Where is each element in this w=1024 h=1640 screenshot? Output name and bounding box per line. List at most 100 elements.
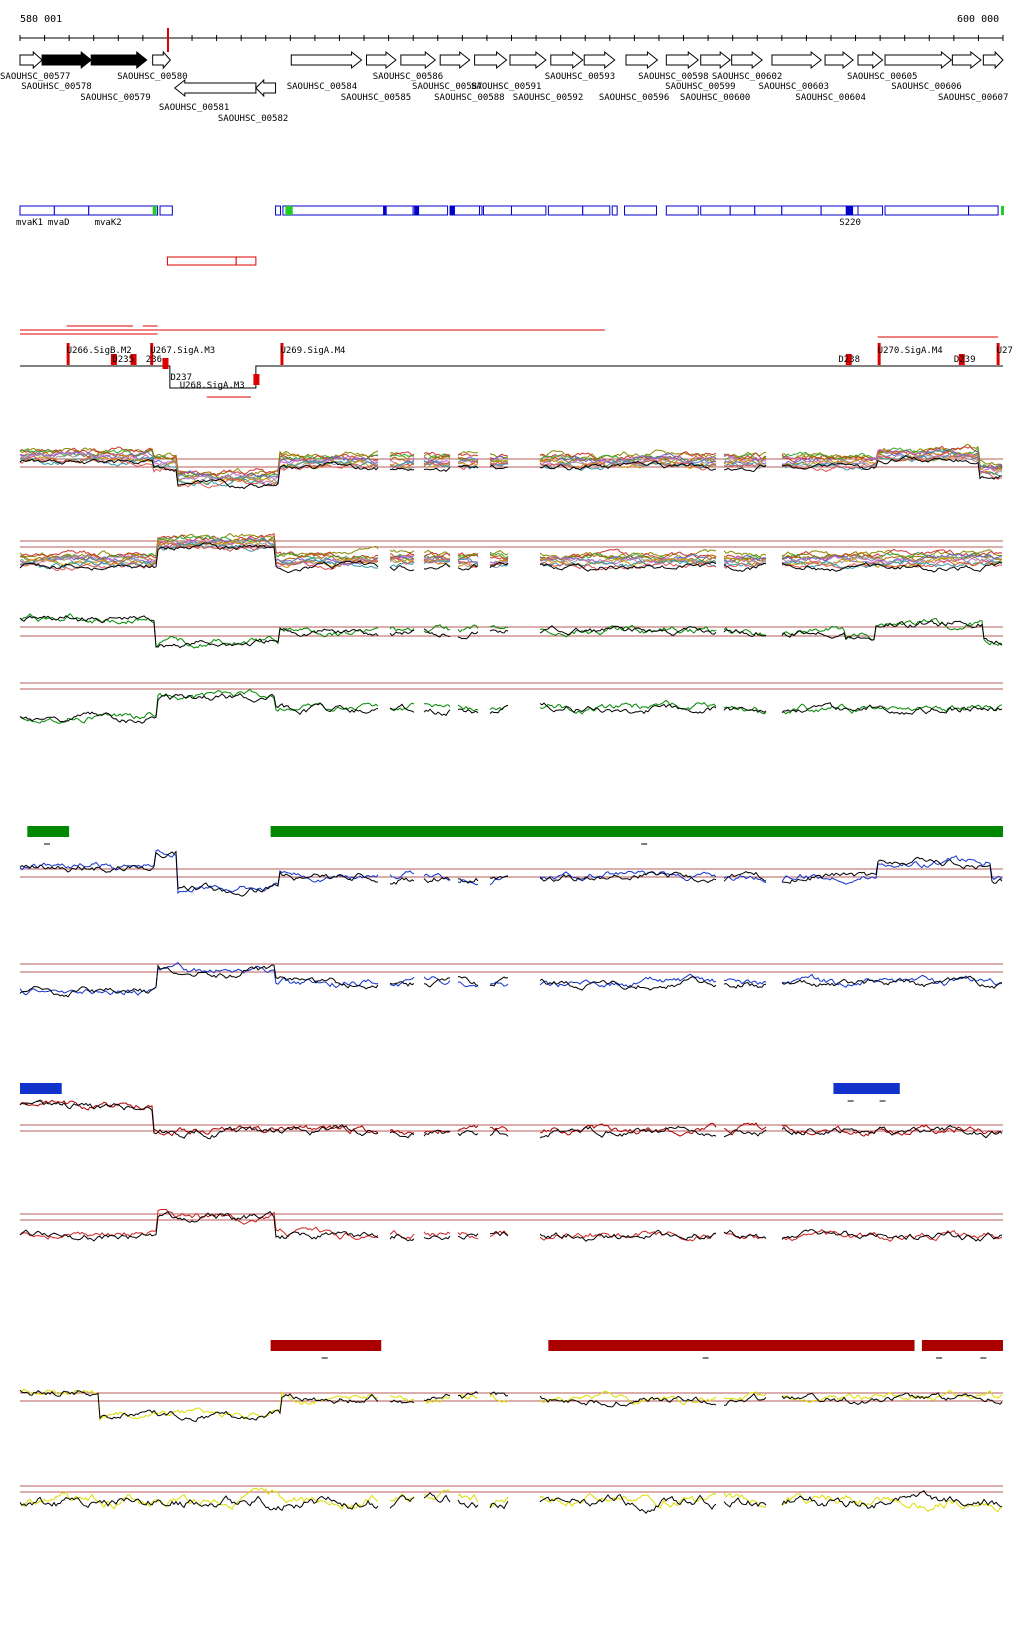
annotation-label: mvaK2 — [95, 218, 122, 228]
feature-red-box — [166, 256, 237, 266]
feature-box — [275, 205, 281, 216]
expression-profile-all-conditions-2 — [19, 532, 1003, 574]
gene-label: SAOUHSC_00596 — [599, 93, 669, 103]
profile-trace — [19, 539, 1002, 568]
feature-box — [729, 205, 756, 216]
gene-arrow — [583, 50, 616, 70]
profile-trace — [19, 612, 1003, 649]
segment-track — [20, 325, 1003, 398]
annotation-label-track: mvaK1 mvaD mvaK2 S220 — [16, 218, 861, 228]
end-coordinate-label: 600 000 — [957, 14, 999, 25]
start-coordinate-label: 580 001 — [20, 14, 62, 25]
gene-label: SAOUHSC_00604 — [795, 93, 865, 103]
feature-highlight — [285, 206, 293, 215]
segment-label: U269.SigA.M4 — [280, 346, 345, 356]
feature-highlight — [450, 206, 455, 215]
feature-box — [781, 205, 822, 216]
feature-box — [383, 205, 414, 216]
segment-end-marker — [162, 358, 169, 369]
feature-box — [282, 205, 385, 216]
feature-highlight — [1001, 206, 1005, 215]
segment-end-marker — [130, 354, 137, 365]
feature-box — [700, 205, 731, 216]
condition-bar — [548, 1340, 915, 1351]
feature-highlight — [383, 206, 387, 215]
gene-label: SAOUHSC_00581 — [159, 103, 229, 113]
red-condition-profile-2 — [19, 1208, 1003, 1242]
gene-label: SAOUHSC_00592 — [513, 93, 583, 103]
feature-box — [53, 205, 90, 216]
gene-arrow — [700, 50, 732, 70]
gene-arrow — [771, 50, 822, 70]
segment-boundary-marker — [877, 343, 881, 365]
segment-boundary-marker — [66, 343, 70, 365]
gene-label: SAOUHSC_00577 — [0, 72, 70, 82]
feature-box — [582, 205, 611, 216]
profile-trace — [19, 1099, 1003, 1140]
gene-label: SAOUHSC_00605 — [847, 72, 917, 82]
yellow-condition-profile — [19, 1388, 1003, 1423]
condition-bar — [27, 826, 70, 837]
gene-label: SAOUHSC_00585 — [341, 93, 411, 103]
gene-label: SAOUHSC_00578 — [21, 82, 91, 92]
gene-label: SAOUHSC_00606 — [891, 82, 961, 92]
segment-label: U27 — [997, 346, 1013, 356]
feature-box — [857, 205, 884, 216]
feature-box — [611, 205, 618, 216]
gene-label: SAOUHSC_00579 — [80, 93, 150, 103]
gene-arrow — [824, 50, 854, 70]
feature-track — [19, 205, 1005, 266]
gene-arrow — [41, 50, 93, 70]
gene-arrow — [152, 50, 172, 70]
gene-arrow — [255, 78, 277, 98]
feature-highlight — [152, 206, 157, 215]
gene-arrow — [982, 50, 1004, 70]
gene-arrow — [665, 50, 700, 70]
profile-trace — [19, 688, 1003, 724]
gene-label: SAOUHSC_00588 — [434, 93, 504, 103]
condition-bar — [270, 1340, 382, 1351]
annotation-label: S220 — [839, 218, 861, 228]
gene-arrow — [19, 50, 43, 70]
blue-condition-profile — [19, 849, 1003, 897]
segment-label: U267.SigA.M3 — [150, 346, 215, 356]
condition-bar — [833, 1083, 900, 1094]
segment-label: D238 — [838, 355, 860, 365]
gene-label: SAOUHSC_00591 — [471, 82, 541, 92]
feature-red-box — [235, 256, 257, 266]
profile-trace — [19, 693, 1003, 724]
feature-box — [510, 205, 547, 216]
profile-trace — [19, 615, 1003, 649]
feature-box — [482, 205, 512, 216]
profile-trace — [19, 1388, 1003, 1422]
feature-box — [88, 205, 159, 216]
feature-box — [412, 205, 449, 216]
gene-label: SAOUHSC_00607 — [938, 93, 1008, 103]
gene-arrow — [400, 50, 437, 70]
blue-condition-bars — [20, 1083, 900, 1102]
segment-label: 236 — [146, 355, 162, 365]
expression-profile-all-conditions — [19, 443, 1003, 490]
green-condition-bars — [27, 826, 1003, 845]
segment-boundary-marker — [280, 343, 284, 365]
segment-label: U266.SigB.M2 — [67, 346, 132, 356]
green-condition-profile — [19, 612, 1003, 649]
red-condition-bars — [270, 1340, 1003, 1359]
segment-label: D239 — [954, 355, 976, 365]
gene-arrow — [290, 50, 363, 70]
profile-trace — [19, 1389, 1003, 1423]
feature-highlight — [414, 206, 420, 215]
gene-arrow — [509, 50, 547, 70]
gene-arrow — [625, 50, 659, 70]
gene-arrow — [173, 78, 257, 98]
red-condition-profile — [19, 1099, 1003, 1140]
profile-trace — [19, 850, 1003, 897]
segment-boundary-marker — [996, 343, 1000, 365]
gene-label: SAOUHSC_00599 — [665, 82, 735, 92]
segment-label: U268.SigA.M3 — [180, 381, 245, 391]
yellow-condition-profile-2 — [19, 1485, 1003, 1514]
segment-label: D237 — [170, 373, 192, 383]
